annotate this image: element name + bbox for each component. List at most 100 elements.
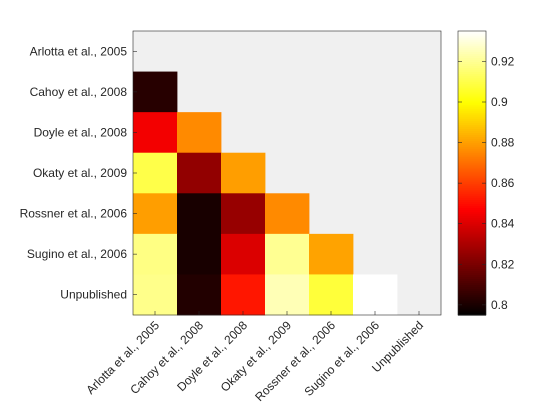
colorbar-gradient-step [458,122,486,125]
colorbar-gradient-step [458,136,486,140]
colorbar-gradient-step [458,128,486,131]
colorbar-gradient-step [458,175,486,178]
colorbar-gradient-step [458,193,486,196]
colorbar-gradient-step [458,158,486,162]
colorbar-gradient-step [458,65,486,69]
colorbar-gradient-step [458,272,486,276]
column-label: Sugino et al., 2006 [301,318,382,399]
row-label: Cahoy et al., 2008 [30,85,128,99]
colorbar-gradient-step [458,312,486,316]
colorbar-gradient-step [458,108,486,111]
row-label: Doyle et al., 2008 [34,125,128,139]
colorbar-gradient-step [458,41,486,44]
colorbar-gradient-step [458,233,486,237]
row-label: Okaty et al., 2009 [33,166,127,180]
colorbar-gradient-step [458,290,486,294]
colorbar-tick-label: 0.92 [491,54,515,68]
colorbar-gradient-step [458,177,486,180]
row-label: Arlotta et al., 2005 [30,44,128,58]
heatmap-cell [133,233,178,275]
colorbar-gradient-step [458,61,486,65]
colorbar-tick-label: 0.84 [491,217,515,231]
colorbar-gradient-step [458,262,486,265]
colorbar-gradient-step [458,55,486,58]
row-label: Rossner et al., 2006 [20,207,128,221]
colorbar-gradient-step [458,308,486,312]
row-labels: Arlotta et al., 2005 Cahoy et al., 2008 Do… [20,44,137,302]
colorbar-gradient-step [458,195,486,198]
colorbar-gradient-step [458,173,486,176]
heatmap-cell [353,274,398,316]
colorbar-gradient-step [458,99,486,103]
colorbar-gradient-step [458,43,486,46]
colorbar-gradient-step [458,164,486,168]
colorbar-gradient-step [458,310,486,314]
colorbar-gradient-step [458,244,486,247]
colorbar-gradient-step [458,241,486,245]
colorbar-gradient-step [458,260,486,263]
colorbar-gradient-step [458,51,486,54]
colorbar-gradient-step [458,124,486,127]
colorbar-gradient-step [458,140,486,144]
colorbar-gradient-step [458,152,486,156]
column-label: Rossner et al., 2006 [252,318,338,404]
colorbar-gradient-step [458,209,486,213]
colorbar-gradient-step [458,252,486,255]
colorbar-gradient-step [458,67,486,71]
heatmap-cell [221,193,266,235]
colorbar-gradient-step [458,150,486,154]
colorbar-gradient-step [458,302,486,306]
colorbar-gradient-step [458,49,486,52]
colorbar-gradient-step [458,250,486,253]
colorbar-gradient-step [458,39,486,42]
colorbar-gradient-step [458,292,486,296]
colorbar-gradient-step [458,276,486,280]
colorbar-gradient-step [458,294,486,298]
colorbar-gradient-step [458,93,486,97]
colorbar-gradient-step [458,79,486,83]
colorbar-gradient-step [458,134,486,138]
colorbar-gradient-step [458,83,486,87]
heatmap-cell [265,274,310,316]
colorbar-gradient-step [458,156,486,160]
colorbar-gradient-step [458,274,486,278]
colorbar-gradient-step [458,144,486,148]
colorbar-gradient-step [458,53,486,56]
colorbar-gradient-step [458,248,486,251]
heatmap-cell [309,233,354,275]
colorbar-gradient-step [458,239,486,243]
colorbar-gradient-step [458,126,486,129]
colorbar-gradient-step [458,201,486,205]
colorbar-gradient-step [458,215,486,219]
colorbar-gradient-step [458,170,486,174]
colorbar-gradient-step [458,227,486,231]
colorbar-gradient-step [458,112,486,115]
colorbar-gradient-step [458,300,486,304]
colorbar-gradient-step [458,35,486,38]
colorbar-gradient-step [458,166,486,170]
colorbar-gradient-step [458,296,486,300]
colorbar-gradient-step [458,217,486,221]
colorbar-gradient-step [458,71,486,75]
colorbar-gradient-step [458,81,486,85]
colorbar-gradient-step [458,231,486,235]
colorbar-gradient-step [458,148,486,152]
heatmap-cell [221,152,266,194]
colorbar-gradient-step [458,77,486,81]
colorbar-gradient-step [458,213,486,217]
heatmap-cell [265,193,310,235]
colorbar-tick-label: 0.9 [491,95,508,109]
colorbar-gradient-step [458,258,486,261]
colorbar-gradient-step [458,116,486,119]
heatmap-cell [177,112,222,154]
colorbar-gradient-step [458,237,486,241]
heatmap-cell [133,71,178,113]
colorbar-gradient-step [458,205,486,209]
heatmap-cell [221,233,266,275]
colorbar-gradient-step [458,235,486,239]
colorbar-tick-label: 0.8 [491,298,508,312]
colorbar-gradient-step [458,45,486,48]
heatmap-cell [221,274,266,316]
colorbar-gradient-step [458,211,486,215]
